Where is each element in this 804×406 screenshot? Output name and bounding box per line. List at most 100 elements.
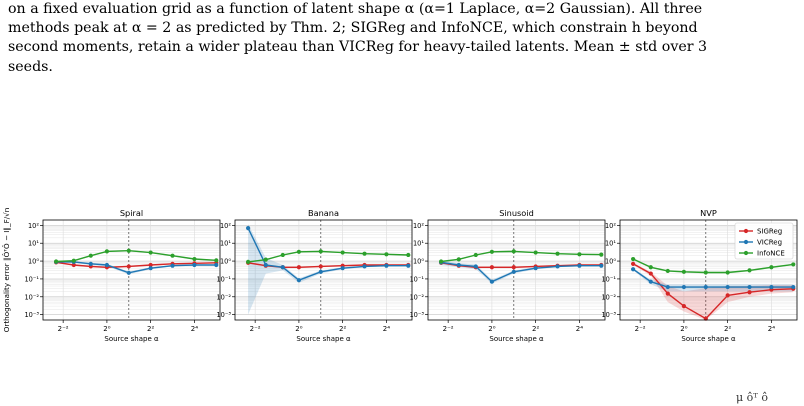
y-tick-label: 10⁻² [601,293,616,301]
series-line-infonce [441,250,602,263]
data-point-vicreg [406,263,411,268]
panel-sinusoid: Sinusoid 2⁻² 2⁰ 2² 2⁴ Source shape α 10² 10¹ 10⁰… [409,208,606,343]
axes-frame [42,219,221,321]
data-point-infonce [170,253,175,258]
data-point-vicreg [104,262,110,268]
data-point-infonce [406,252,411,258]
x-axis-label: Source shape α [489,335,544,343]
caption-line: methods peak at α = 2 as predicted by Th… [8,20,698,37]
x-tick-label: 2⁴ [383,325,390,333]
data-point-infonce [473,252,478,258]
data-point-vicreg [599,263,604,268]
legend-marker-infonce [743,250,749,256]
y-tick-label: 10² [413,222,424,230]
y-axis-label: Orthogonality error ‖ÔᵀÔ − I‖_F/√n [2,208,11,333]
data-point-vicreg [555,264,560,269]
figure-caption: on a fixed evaluation grid as a function… [8,0,796,77]
axes-frame [427,219,606,321]
series-line-infonce [248,250,409,263]
data-point-infonce [362,251,367,256]
data-point-vicreg [769,284,774,290]
data-point-infonce [665,268,670,274]
data-point-infonce [456,257,461,262]
data-point-sigreg [71,262,76,268]
data-point-infonce [747,268,752,273]
data-point-infonce [246,259,251,264]
data-point-infonce [71,258,76,263]
data-point-infonce [703,270,708,275]
panel-title: Banana [308,208,339,218]
y-tick-label: 10⁻³ [216,311,231,319]
y-tick-label: 10⁻³ [24,311,39,319]
data-point-infonce [555,251,560,256]
data-point-infonce [648,265,653,270]
axes-frame [234,219,413,321]
data-point-sigreg [725,293,730,298]
y-tick-label: 10⁻¹ [409,275,424,283]
x-tick-label: 2⁻² [443,325,454,333]
y-tick-label: 10⁻¹ [601,275,616,283]
y-tick-label: 10⁻³ [601,311,616,319]
data-point-vicreg [170,263,175,268]
x-tick-label: 2⁴ [768,325,775,333]
data-point-vicreg [681,284,687,290]
data-point-vicreg [280,265,285,270]
band-vicreg [248,224,409,315]
data-point-vicreg [296,278,302,283]
data-point-infonce [192,256,197,262]
data-point-vicreg [148,266,153,271]
data-point-sigreg [511,265,516,270]
data-point-vicreg [126,270,131,275]
data-point-infonce [318,249,323,254]
y-tick-label: 10⁻² [24,293,39,301]
band-vicreg [633,268,794,292]
legend-marker-sigreg [743,228,749,234]
panel-nvp: NVP 2⁻² 2⁰ 2² 2⁴ Source shape α 10² 10¹ 10⁰ 10⁻¹ 1… [601,208,798,343]
legend-label: InfoNCE [757,250,785,258]
data-point-sigreg [318,264,323,269]
data-point-infonce [631,256,636,262]
panel-banana: Banana 2⁻² 2⁰ 2² 2⁴ Source shape α 10² 10¹ 10⁰ 10… [216,208,413,343]
legend-label: SIGReg [757,228,782,236]
data-point-infonce [533,250,538,255]
data-point-vicreg [473,264,478,269]
data-point-vicreg [648,279,653,284]
data-point-infonce [384,252,389,257]
panel-title: Spiral [120,208,143,218]
data-point-vicreg [511,269,516,274]
x-tick-label: 2² [339,325,346,333]
data-point-vicreg [384,263,389,268]
data-point-sigreg [489,265,495,270]
x-tick-label: 2² [532,325,539,333]
x-tick-label: 2² [724,325,731,333]
x-tick-label: 2⁰ [680,325,687,333]
data-point-vicreg [725,284,730,290]
data-point-vicreg [192,262,197,268]
data-point-sigreg [648,271,653,276]
data-point-sigreg [665,291,670,296]
data-point-infonce [148,250,153,255]
data-point-vicreg [665,284,670,290]
x-tick-label: 2⁻² [635,325,646,333]
data-point-vicreg [214,262,219,268]
data-point-infonce [769,265,774,270]
data-point-infonce [489,249,495,254]
legend-box [734,222,794,260]
data-point-vicreg [631,267,636,272]
y-tick-label: 10¹ [605,240,616,248]
data-point-infonce [54,259,59,264]
band-sigreg [633,262,794,320]
data-point-vicreg [318,269,323,274]
data-point-vicreg [703,284,708,290]
y-tick-label: 10⁻¹ [216,275,231,283]
data-point-infonce [577,252,582,257]
y-tick-label: 10² [605,222,616,230]
x-axis-label: Source shape α [681,335,736,343]
data-point-vicreg [362,264,367,269]
x-tick-label: 2⁴ [191,325,198,333]
data-point-infonce [280,252,285,258]
data-point-sigreg [747,290,752,295]
y-tick-label: 10² [28,222,39,230]
legend-label: VICReg [757,239,782,247]
data-point-infonce [214,258,219,263]
